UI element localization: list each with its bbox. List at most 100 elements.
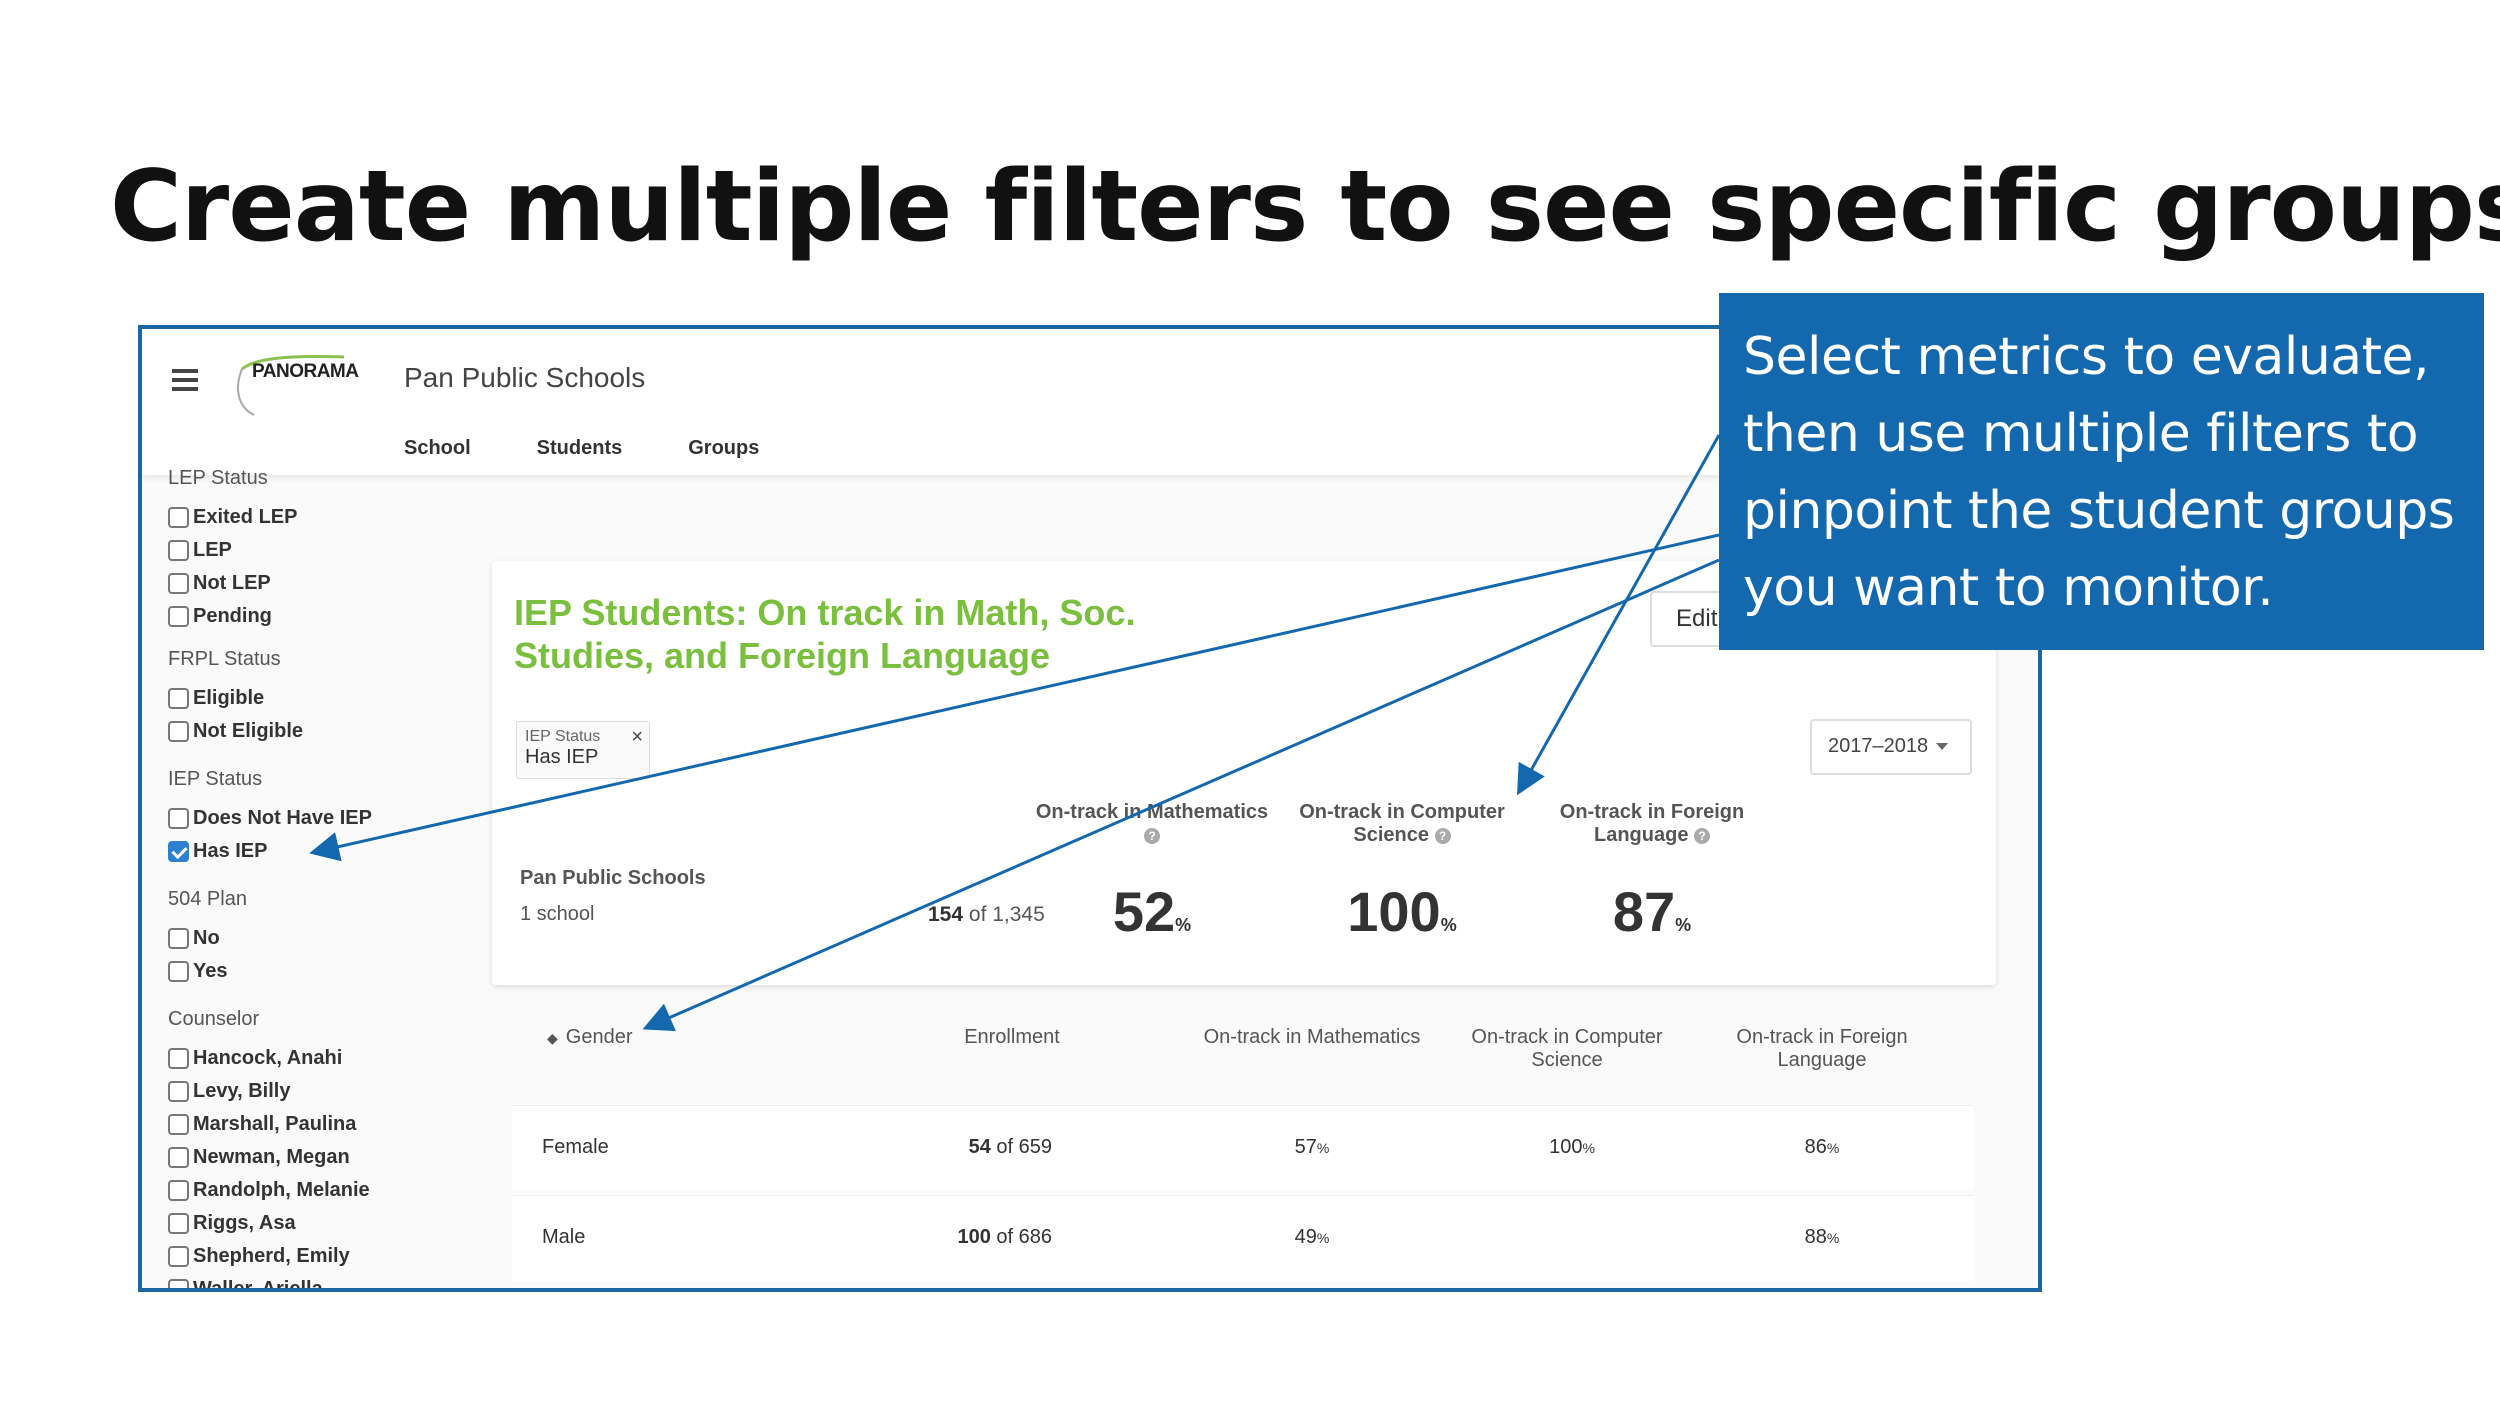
- percent-unit: %: [1440, 915, 1457, 935]
- filter-option[interactable]: No: [168, 922, 247, 955]
- tab-groups[interactable]: Groups: [688, 437, 760, 459]
- percent-unit: %: [1175, 915, 1192, 935]
- filter-group-title: LEP Status: [168, 467, 268, 489]
- checkbox[interactable]: [168, 721, 189, 742]
- checkbox[interactable]: [168, 1114, 189, 1135]
- header-label: Gender: [565, 1026, 633, 1048]
- checkbox[interactable]: [168, 1081, 189, 1102]
- menu-icon[interactable]: [172, 369, 198, 391]
- filter-option[interactable]: LEP: [168, 534, 297, 567]
- filter-option-label: Exited LEP: [193, 506, 298, 528]
- filter-option[interactable]: Shepherd, Emily: [168, 1240, 370, 1273]
- filter-group: FRPL Status Eligible Not Eligible: [168, 648, 303, 748]
- tab-school[interactable]: School: [404, 437, 471, 459]
- filter-option[interactable]: Exited LEP: [168, 501, 297, 534]
- filter-option-label: Has IEP: [193, 840, 268, 862]
- filter-option[interactable]: Randolph, Melanie: [168, 1174, 370, 1207]
- metric-label: On-track in Computer Science: [1299, 801, 1505, 846]
- cell-number: 49: [1294, 1226, 1317, 1248]
- filter-option[interactable]: Levy, Billy: [168, 1075, 370, 1108]
- checkbox[interactable]: [168, 540, 189, 561]
- year-select[interactable]: 2017–2018: [1810, 719, 1972, 775]
- row-enrolled: 54: [968, 1136, 991, 1158]
- filter-option[interactable]: Waller, Ariella: [168, 1273, 370, 1292]
- filter-option[interactable]: Marshall, Paulina: [168, 1108, 370, 1141]
- filter-option-label: LEP: [193, 539, 232, 561]
- checkbox[interactable]: [168, 688, 189, 709]
- row-math-value: 49%: [1187, 1226, 1437, 1249]
- checkbox[interactable]: [168, 961, 189, 982]
- filter-option-label: Yes: [193, 960, 228, 982]
- row-cs-value: 100%: [1447, 1136, 1697, 1159]
- app-name: Pan Public Schools: [404, 362, 646, 393]
- slide-title: Create multiple filters to see specific …: [110, 150, 2500, 264]
- table-row[interactable]: Male 100 of 686 49% 88%: [512, 1195, 1974, 1281]
- filter-option-label: Randolph, Melanie: [193, 1179, 370, 1201]
- info-icon[interactable]: ?: [1434, 827, 1451, 844]
- tab-students[interactable]: Students: [536, 437, 623, 459]
- checkbox[interactable]: [168, 507, 189, 528]
- filter-group-title: IEP Status: [168, 768, 263, 790]
- checkbox[interactable]: [168, 1279, 189, 1288]
- fl-column-header[interactable]: On-track in Foreign Language: [1736, 1026, 1908, 1071]
- filter-option[interactable]: Not Eligible: [168, 715, 303, 748]
- filter-option[interactable]: Eligible: [168, 682, 303, 715]
- checkbox-checked[interactable]: [168, 841, 189, 862]
- filter-option[interactable]: Yes: [168, 955, 247, 988]
- percent-unit: %: [1582, 1140, 1595, 1156]
- checkbox[interactable]: [168, 1213, 189, 1234]
- checkbox[interactable]: [168, 1147, 189, 1168]
- gender-column-header[interactable]: ◆ Gender: [547, 1026, 633, 1050]
- filter-option-label: Pending: [193, 605, 272, 627]
- filter-option-label: Marshall, Paulina: [193, 1113, 357, 1135]
- row-math-value: 57%: [1187, 1136, 1437, 1159]
- checkbox[interactable]: [168, 928, 189, 949]
- filter-option-label: Not LEP: [193, 572, 271, 594]
- checkbox[interactable]: [168, 606, 189, 627]
- filter-option[interactable]: Pending: [168, 600, 297, 633]
- row-enrollment-cell: 100 of 686: [892, 1226, 1052, 1249]
- row-label-cell: Male: [542, 1226, 585, 1249]
- enrollment-column-header[interactable]: Enrollment: [964, 1026, 1060, 1048]
- checkbox[interactable]: [168, 1246, 189, 1267]
- checkbox[interactable]: [168, 1180, 189, 1201]
- checkbox[interactable]: [168, 808, 189, 829]
- metric-number: 87: [1612, 880, 1676, 943]
- cs-column-header[interactable]: On-track in Computer Science: [1471, 1026, 1663, 1071]
- metric-value: 52%: [1027, 879, 1277, 944]
- checkbox[interactable]: [168, 1048, 189, 1069]
- metric-label: On-track in Foreign Language: [1559, 801, 1745, 846]
- filter-option[interactable]: Riggs, Asa: [168, 1207, 370, 1240]
- chevron-down-icon: [1936, 743, 1949, 751]
- metric-header[interactable]: On-track in Computer Science ?: [1277, 801, 1527, 847]
- filter-option[interactable]: Has IEP: [168, 835, 372, 868]
- filter-option-label: Levy, Billy: [193, 1080, 291, 1102]
- card-title: IEP Students: On track in Math, Soc. Stu…: [514, 592, 1136, 676]
- cell-number: 57: [1294, 1136, 1317, 1158]
- filter-option[interactable]: Hancock, Anahi: [168, 1042, 370, 1075]
- close-icon[interactable]: ×: [631, 726, 643, 748]
- filter-option-label: Eligible: [193, 687, 265, 709]
- filter-option[interactable]: Not LEP: [168, 567, 297, 600]
- info-icon[interactable]: ?: [1694, 827, 1710, 844]
- checkbox[interactable]: [168, 573, 189, 594]
- callout-text: Select metrics to evaluate, then use mul…: [1743, 327, 2455, 618]
- metric-header[interactable]: On-track in Mathematics ?: [1027, 801, 1277, 847]
- filter-option-label: Riggs, Asa: [193, 1212, 296, 1234]
- metric-header[interactable]: On-track in Foreign Language ?: [1527, 801, 1777, 847]
- filter-group: 504 Plan No Yes: [168, 888, 247, 988]
- top-nav: School Students Groups: [404, 437, 825, 460]
- row-label-cell: Female: [542, 1136, 609, 1159]
- math-column-header[interactable]: On-track in Mathematics: [1203, 1026, 1421, 1048]
- filter-chip[interactable]: IEP Status Has IEP ×: [516, 721, 650, 779]
- table-row[interactable]: Female 54 of 659 57% 100% 86%: [512, 1105, 1974, 1191]
- metric-value: 100%: [1277, 879, 1527, 944]
- filter-option-label: Newman, Megan: [193, 1146, 350, 1168]
- filter-option-label: Waller, Ariella: [193, 1278, 323, 1292]
- chip-label: IEP Status: [525, 728, 601, 745]
- filter-option[interactable]: Does Not Have IEP: [168, 802, 372, 835]
- filter-option[interactable]: Newman, Megan: [168, 1141, 370, 1174]
- info-icon[interactable]: ?: [1144, 827, 1160, 844]
- row-fl-value: 88%: [1697, 1226, 1947, 1249]
- sort-icon[interactable]: ◆: [547, 1030, 558, 1046]
